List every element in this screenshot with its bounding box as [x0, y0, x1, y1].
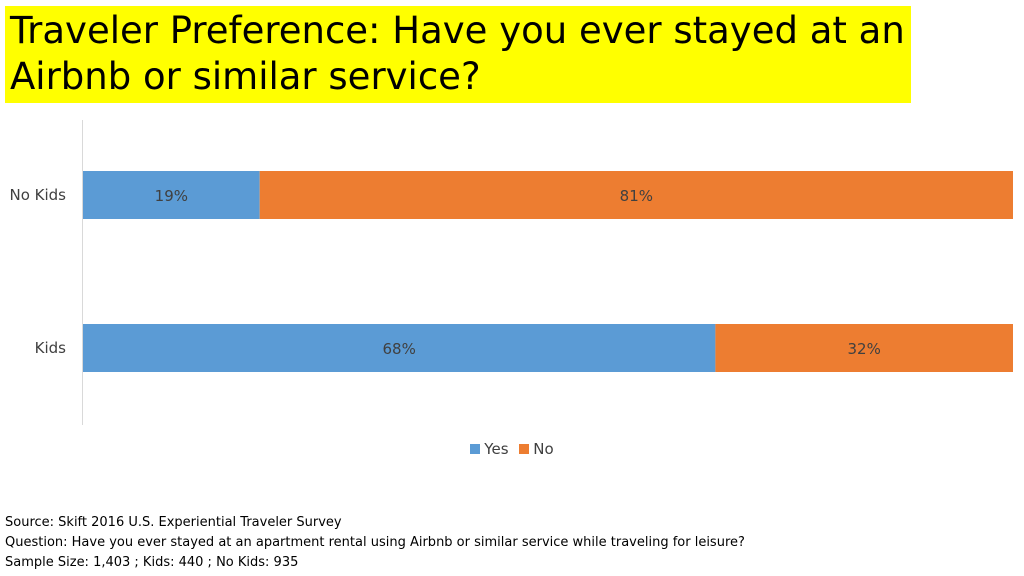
- bar-no-kids-yes: [83, 171, 260, 219]
- legend-swatch-no: [519, 444, 530, 454]
- chart-title: Traveler Preference: Have you ever staye…: [10, 9, 905, 98]
- data-label-kids-no: 32%: [848, 340, 881, 358]
- data-label-kids-yes: 68%: [383, 340, 416, 358]
- legend-item-yes: Yes: [470, 440, 509, 458]
- footer-notes: Source: Skift 2016 U.S. Experiential Tra…: [5, 513, 745, 573]
- category-label-no-kids: No Kids: [9, 186, 66, 204]
- question-note: Question: Have you ever stayed at an apa…: [5, 535, 745, 550]
- source-note: Source: Skift 2016 U.S. Experiential Tra…: [5, 515, 342, 530]
- legend: Yes No: [0, 440, 1024, 458]
- legend-swatch-yes: [470, 444, 481, 454]
- bar-kids-yes: [83, 324, 716, 372]
- category-label-kids: Kids: [35, 339, 67, 357]
- legend-label-no: No: [533, 440, 554, 458]
- legend-label-yes: Yes: [484, 440, 509, 458]
- sample-size-note: Sample Size: 1,403 ; Kids: 440 ; No Kids…: [5, 555, 299, 570]
- bar-no-kids-no: [259, 171, 1013, 219]
- title-highlight: Traveler Preference: Have you ever staye…: [5, 6, 911, 103]
- data-label-no-kids-yes: 19%: [155, 187, 188, 205]
- legend-item-no: No: [519, 440, 554, 458]
- data-label-no-kids-no: 81%: [620, 187, 653, 205]
- bar-kids-no: [715, 324, 1013, 372]
